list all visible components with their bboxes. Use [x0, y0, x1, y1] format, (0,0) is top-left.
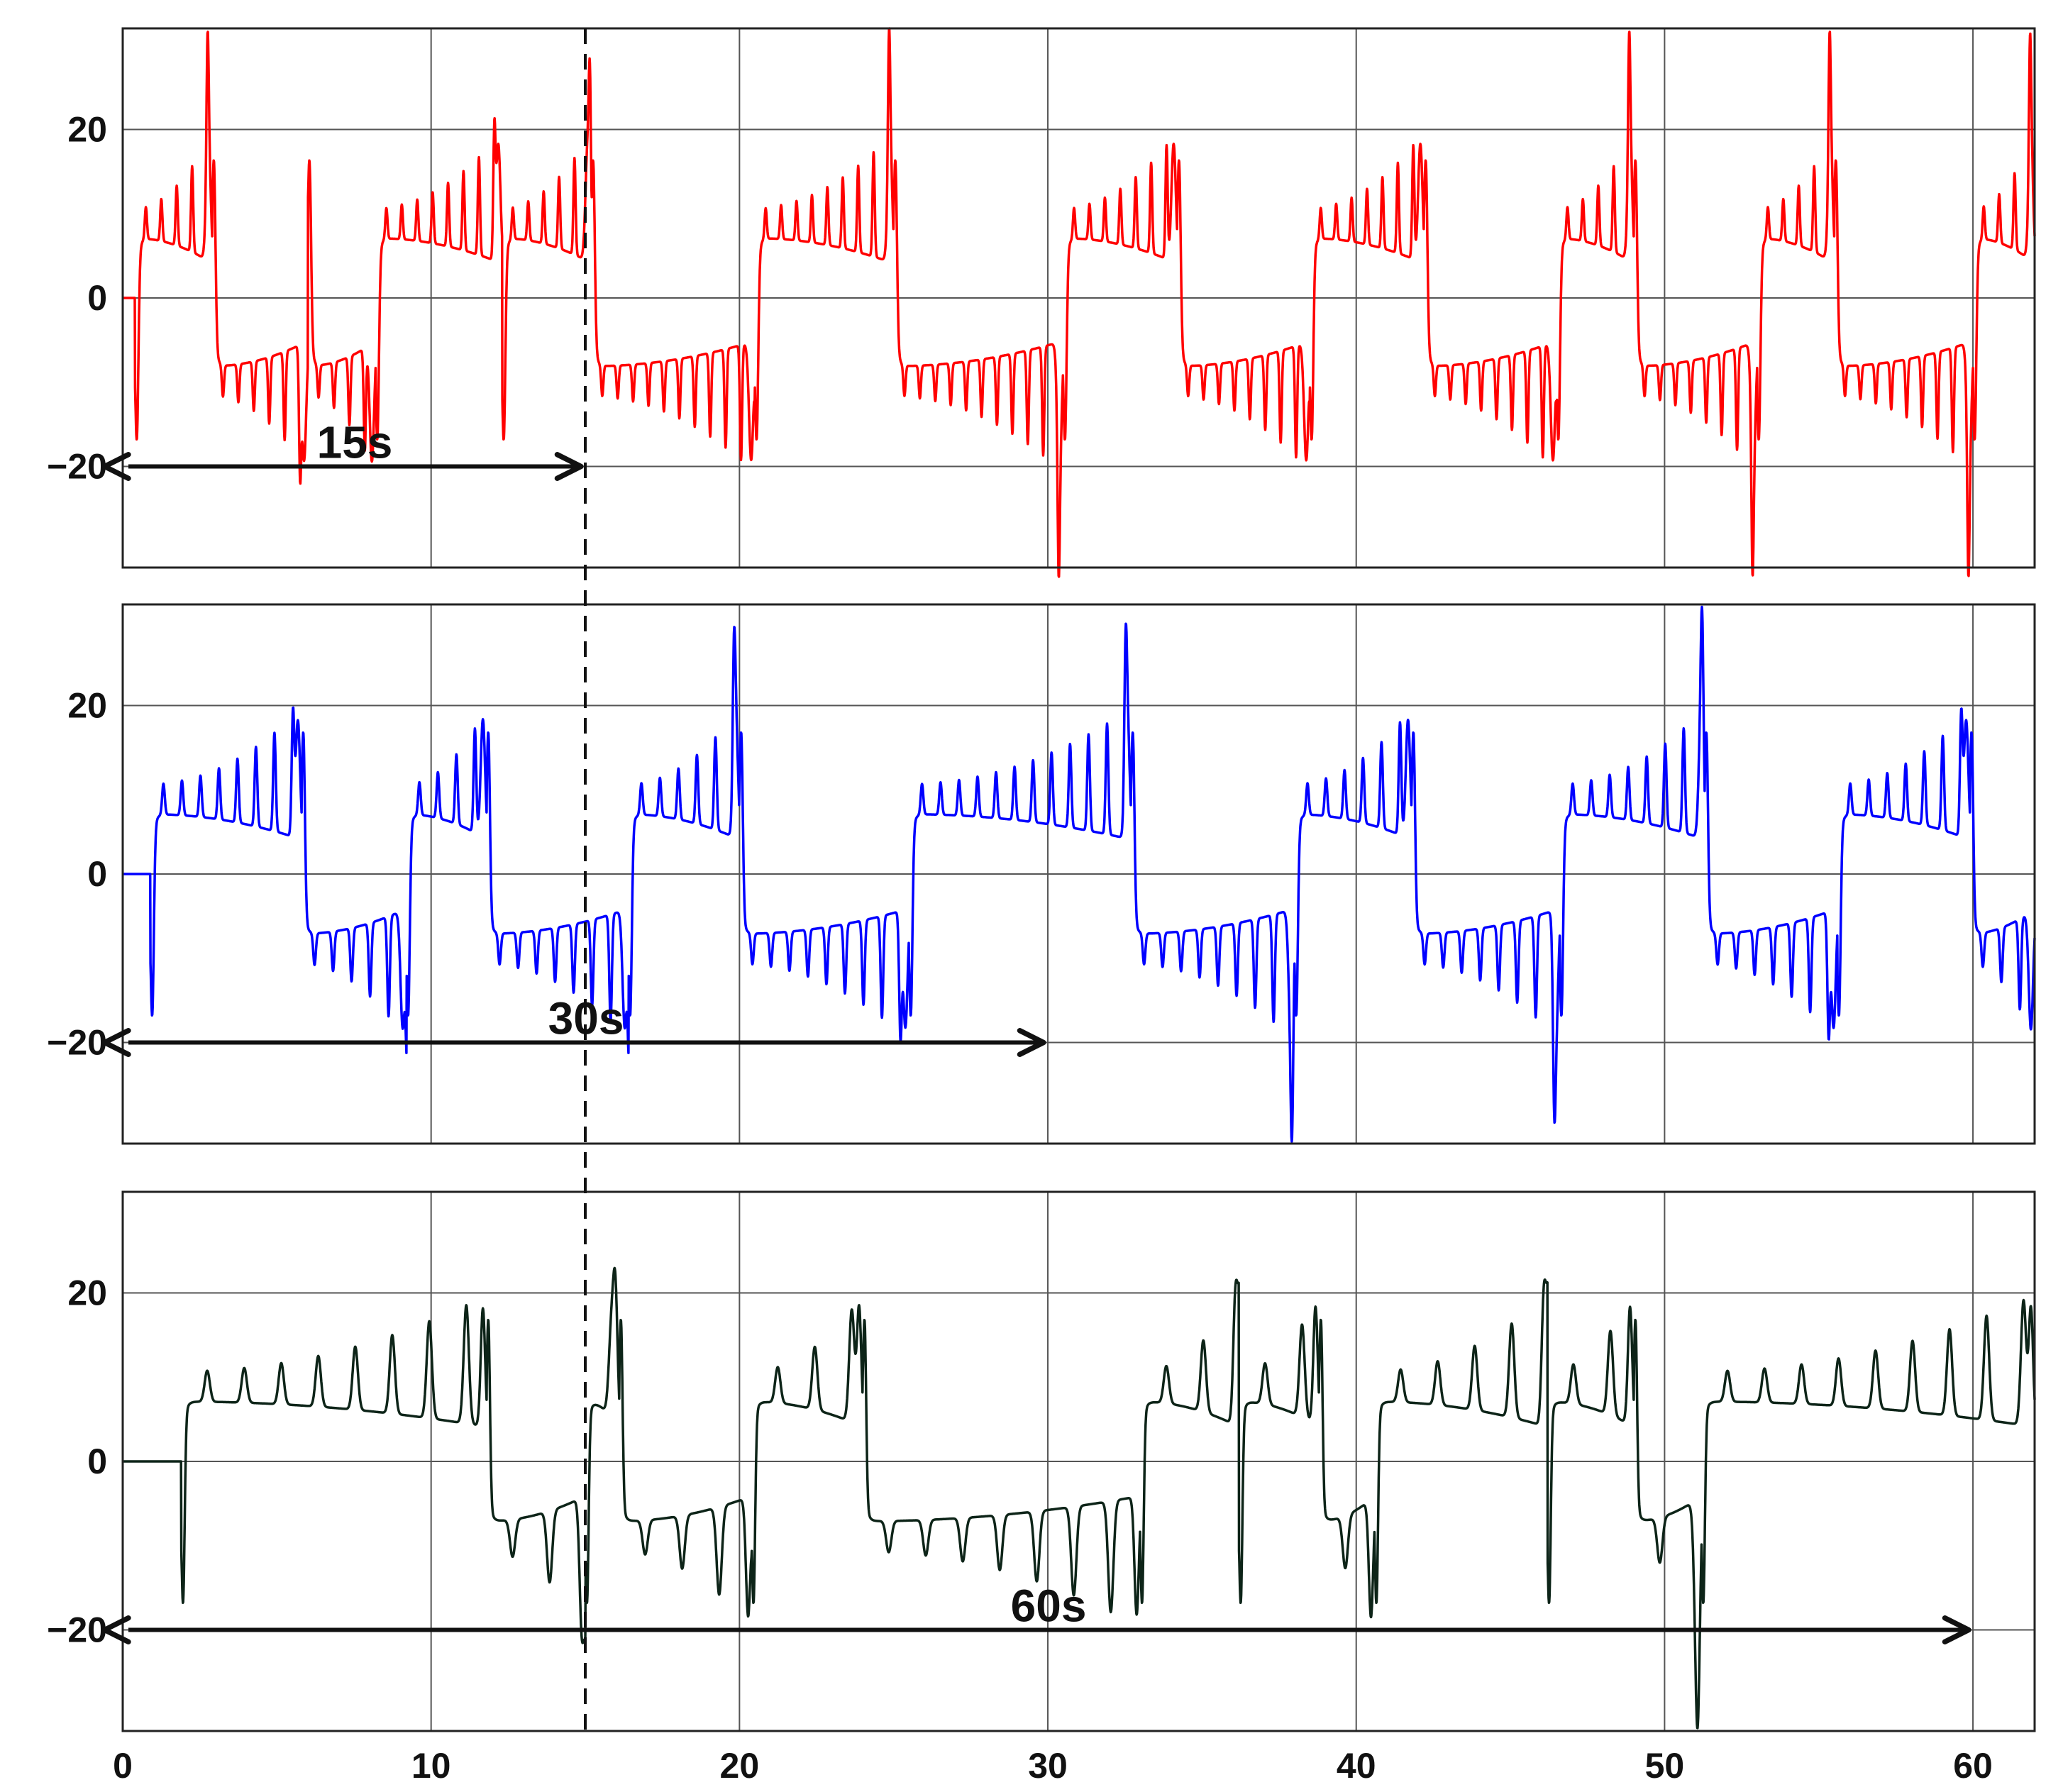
y-tick-label: 0	[87, 278, 107, 318]
panel-top: 20 0 −20	[47, 27, 2036, 578]
y-tick-label: −20	[47, 1610, 107, 1650]
plot-frame	[121, 27, 2036, 569]
series-line-top	[121, 27, 2036, 578]
y-tick-label: 0	[87, 854, 107, 894]
x-tick-label: 20	[720, 1746, 760, 1786]
series-line-middle	[121, 605, 2036, 1143]
x-tick-label: 10	[411, 1746, 451, 1786]
series-line-bottom	[121, 1266, 2036, 1730]
duration-label-top: 15s	[317, 417, 393, 468]
plot-frame	[121, 603, 2036, 1145]
y-tick-label: 20	[67, 686, 107, 726]
duration-label-bottom: 60s	[1011, 1581, 1087, 1632]
plot-frame	[121, 1190, 2036, 1732]
panel-middle: 20 0 −20	[47, 603, 2036, 1145]
x-tick-label: 30	[1028, 1746, 1068, 1786]
y-tick-label: 20	[67, 1273, 107, 1313]
x-tick-label: 50	[1645, 1746, 1685, 1786]
panels: 20 0 −20 20 0 −20 20 0 −20 0 10 20 30 40 50 60	[47, 27, 2036, 1786]
y-tick-label: 0	[87, 1442, 107, 1481]
y-tick-label: −20	[47, 1023, 107, 1063]
y-tick-label: 20	[67, 110, 107, 150]
x-tick-label: 0	[113, 1746, 133, 1786]
x-tick-label: 60	[1953, 1746, 1993, 1786]
panel-bottom: 20 0 −20 0 10 20 30 40 50 60	[47, 1190, 2036, 1786]
x-tick-label: 40	[1337, 1746, 1376, 1786]
y-tick-label: −20	[47, 447, 107, 487]
